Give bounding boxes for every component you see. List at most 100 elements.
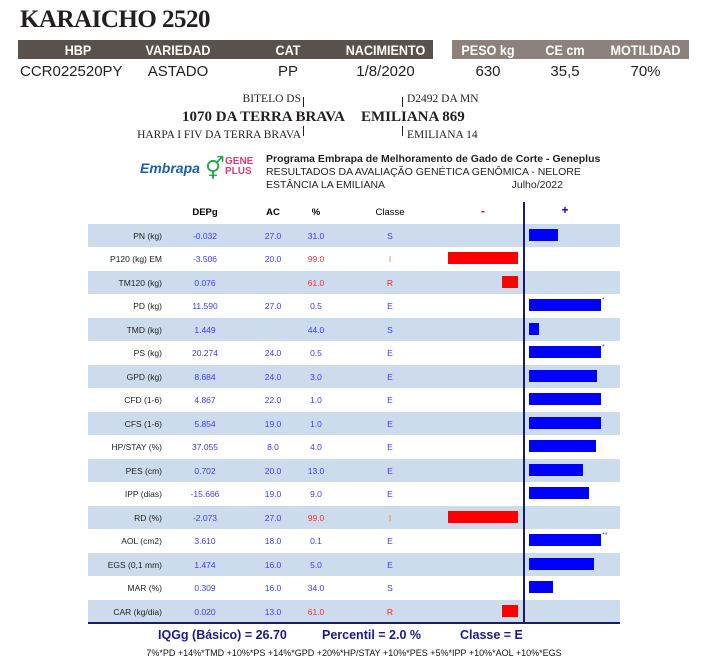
header-hbp: HBP [64,41,92,58]
col-minus: - [481,204,485,218]
embrapa-logo: Embrapa [140,160,200,176]
classe-value: E [387,536,393,546]
trait-label: HP/STAY (%) [111,442,162,452]
pct-value: 99.0 [307,254,325,264]
depg-value: 5.854 [194,418,216,429]
table-row: PN (kg) -0.032 27.0 31.0 S [88,223,620,247]
ac-value: 22.0 [264,395,282,405]
header-variedad: VARIEDAD [145,41,211,58]
table-row: CFD (1-6) 4.867 22.0 1.0 E [88,388,620,411]
table-row: RD (%) -2.073 27.0 99.0 I [88,505,620,529]
depg-value: -3.506 [192,254,218,264]
value-peso: 630 [475,63,501,80]
value-motilidad: 70% [630,63,661,80]
positive-bar [529,299,601,311]
negative-bar [502,604,518,617]
ac-value: 16.0 [264,583,282,593]
table-row: PD (kg) 11.590 27.0 0.5 E * [88,294,620,317]
table-row: PS (kg) 20.274 24.0 0.5 E * [88,341,620,364]
positive-bar [529,534,601,546]
pct-value: 1.0 [310,395,322,405]
depg-value: 1.474 [194,559,216,570]
col-pct: % [311,207,321,218]
classe-value: Classe = E [460,628,523,642]
dam: EMILIANA 869 [361,109,465,125]
depg-value: 20.274 [192,348,218,358]
table-row: HP/STAY (%) 37.055 8.0 4.0 E [88,435,620,458]
significance-mark: * [602,344,605,351]
table-row: IPP (dias) -15.666 19.0 9.0 E [88,482,620,505]
classe-value: E [387,418,393,429]
pct-value: 4.0 [310,442,322,452]
ac-value: 27.0 [264,512,282,523]
negative-bar [502,275,518,288]
header-bar-repro: PESO kg CE cm MOTILIDAD [452,40,689,59]
trait-label: PS (kg) [133,348,162,358]
header-peso: PESO kg [461,41,515,58]
value-hbp: CCR022520PY [20,63,123,80]
depg-value: 37.055 [192,442,218,452]
ac-value: 13.0 [264,606,282,617]
trait-label: PD (kg) [133,301,162,311]
pct-value: 0.5 [310,301,322,311]
pct-value: 31.0 [307,230,325,241]
positive-bar [529,393,601,405]
table-row: EGS (0,1 mm) 1.474 16.0 5.0 E [88,552,620,576]
value-ce: 35,5 [550,63,580,80]
ac-value: 18.0 [264,536,282,546]
ac-value: 24.0 [264,348,282,358]
header-cat: CAT [275,41,301,58]
classe-value: E [387,465,393,476]
table-row: CFS (1-6) 5.854 19.0 1.0 E [88,411,620,435]
pct-value: 44.0 [307,324,325,335]
sire: 1070 DA TERRA BRAVA [182,109,345,125]
depg-value: -15.666 [190,489,220,499]
program-subtitle: RESULTADOS DA AVALIAÇÃO GENÉTICA GENÔMIC… [266,166,581,178]
table-row: PES (cm) 0.702 20.0 13.0 E [88,458,620,482]
trait-label: CAR (kg/dia) [113,606,162,617]
positive-bar [529,463,583,476]
pct-value: 61.0 [307,277,325,288]
trait-label: PES (cm) [125,465,162,476]
depg-value: -0.032 [192,230,218,241]
trait-label: EGS (0,1 mm) [107,559,162,570]
negative-bar [448,252,518,264]
depg-value: 0.076 [194,277,216,288]
animal-name: KARAICHO 2520 [20,6,211,33]
positive-bar [529,369,597,382]
positive-bar [529,346,601,358]
trait-label: P120 (kg) EM [110,254,162,264]
ac-value: 27.0 [264,230,282,241]
table-row: GPD (kg) 8.684 24.0 3.0 E [88,364,620,388]
positive-bar [529,487,589,499]
depg-value: 0.702 [194,465,216,476]
header-ce: CE cm [545,41,585,58]
trait-label: AOL (cm2) [121,536,162,546]
classe-value: S [387,324,393,335]
sire-dam: HARPA I FIV DA TERRA BRAVA [137,129,301,141]
depg-value: -2.073 [192,512,218,523]
table-row: AOL (cm2) 3.610 18.0 0.1 E ** [88,529,620,552]
program-title: Programa Embrapa de Melhoramento de Gado… [266,153,601,165]
col-plus: + [561,203,569,217]
ac-value: 8.0 [267,442,279,452]
value-cat: PP [277,63,298,80]
depg-value: 0.020 [194,606,216,617]
dam-sire: D2492 DA MN [407,93,479,105]
value-variedad: ASTADO [147,63,209,80]
program-info: Programa Embrapa de Melhoramento de Gado… [266,153,600,192]
ac-value: 27.0 [264,301,282,311]
trait-label: CFS (1-6) [124,418,162,429]
pct-value: 34.0 [307,583,325,593]
pct-value: 5.0 [310,559,322,570]
depg-value: 3.610 [194,536,216,546]
positive-bar [529,322,540,335]
ac-value: 19.0 [264,418,282,429]
negative-bar [448,510,518,523]
iqg-value: IQGg (Básico) = 26.70 [158,628,287,642]
zero-axis-line [523,202,525,622]
pct-value: 13.0 [307,465,325,476]
ac-value: 24.0 [264,371,282,382]
col-classe: Classe [375,207,405,218]
depg-value: 1.449 [194,324,216,335]
